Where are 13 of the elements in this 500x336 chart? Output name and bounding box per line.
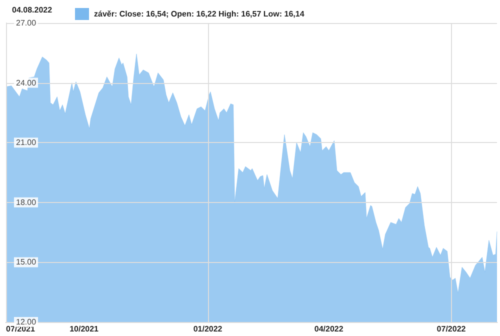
y-tick-label: 18.00 xyxy=(16,198,37,207)
y-tick-label: 12.00 xyxy=(16,318,37,326)
x-tick-label: 07/2022 xyxy=(436,324,466,334)
y-tick-label: 21.00 xyxy=(16,138,37,148)
text: 04.08.2022 xyxy=(12,6,53,14)
x-tick-label: 01/2022 xyxy=(193,324,223,334)
x-tick-label: 04/2022 xyxy=(314,324,344,334)
legend-label: závěr: Close: 16,54; Open: 16,22 High: 16,57 Low: 16,14 xyxy=(94,10,305,18)
y-tick-label: 15.00 xyxy=(16,258,37,267)
y-tick-label: 27.00 xyxy=(16,18,37,28)
x-tick-label: 07/2021 xyxy=(6,324,36,334)
y-tick-label: 24.00 xyxy=(16,78,37,88)
x-tick-label: 10/2021 xyxy=(70,324,100,334)
